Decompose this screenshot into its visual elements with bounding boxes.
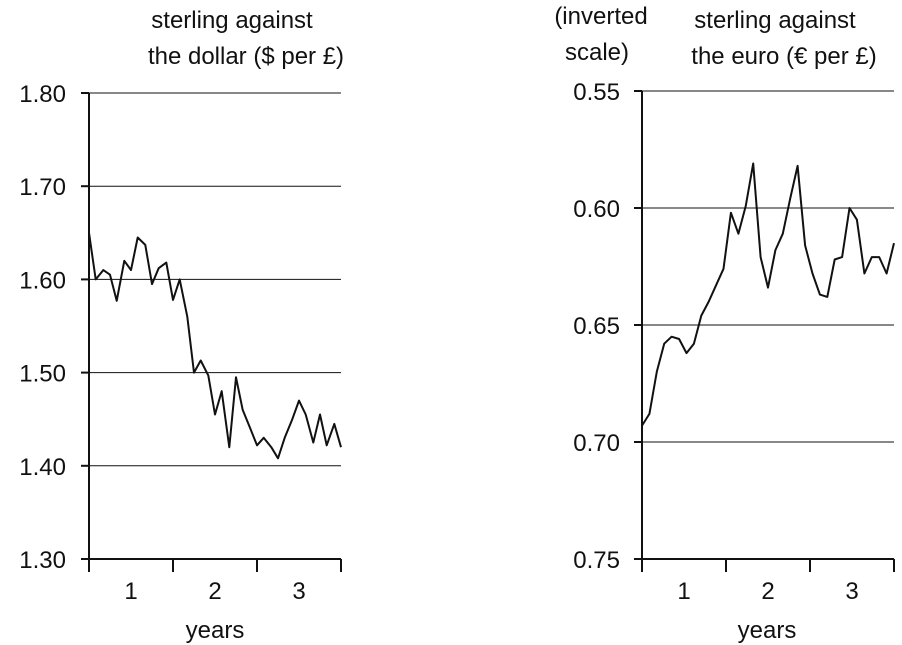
euro-title-line-1: sterling against xyxy=(694,7,856,34)
euro-side-label-line-2: scale) xyxy=(565,39,629,66)
euro-y-tick-label: 0.55 xyxy=(573,79,620,106)
dollar-x-axis-label: years xyxy=(186,617,245,644)
dollar-x-tick-label: 1 xyxy=(124,578,137,605)
dollar-x-ticks: 1 2 3 xyxy=(88,559,342,605)
euro-y-tick-label: 0.75 xyxy=(573,547,620,574)
dollar-y-tick-label: 1.40 xyxy=(19,454,66,481)
dollar-x-tick-label: 2 xyxy=(208,578,221,605)
euro-y-ticks: 0.55 0.60 0.65 0.70 0.75 xyxy=(573,79,642,574)
euro-gridlines xyxy=(642,90,894,443)
euro-x-axis-label: years xyxy=(738,617,797,644)
euro-title-line-2: the euro (€ per £) xyxy=(691,43,876,70)
dollar-y-tick-label: 1.50 xyxy=(19,361,66,388)
euro-chart: (inverted scale) sterling against the eu… xyxy=(554,3,895,644)
euro-y-tick-label: 0.65 xyxy=(573,313,620,340)
dollar-y-tick-label: 1.60 xyxy=(19,267,66,294)
dollar-series-line xyxy=(88,232,342,460)
euro-series-line xyxy=(641,162,895,427)
euro-side-label-line-1: (inverted xyxy=(554,3,647,30)
dollar-y-tick-label: 1.80 xyxy=(19,81,66,108)
dollar-y-tick-label: 1.30 xyxy=(19,547,66,574)
euro-y-tick-label: 0.70 xyxy=(573,430,620,457)
euro-y-tick-label: 0.60 xyxy=(573,196,620,223)
euro-x-tick-label: 2 xyxy=(761,578,774,605)
dollar-x-tick-label: 3 xyxy=(292,578,305,605)
dollar-title-line-1: sterling against xyxy=(151,7,313,34)
dollar-gridlines xyxy=(89,92,341,467)
dollar-title-line-2: the dollar ($ per £) xyxy=(148,43,344,70)
dollar-y-ticks: 1.80 1.70 1.60 1.50 1.40 1.30 xyxy=(19,81,89,574)
dollar-chart: sterling against the dollar ($ per £) 1.… xyxy=(19,7,344,644)
euro-x-tick-label: 1 xyxy=(677,578,690,605)
euro-x-ticks: 1 2 3 xyxy=(641,559,895,605)
dollar-y-tick-label: 1.70 xyxy=(19,174,66,201)
euro-x-tick-label: 3 xyxy=(845,578,858,605)
